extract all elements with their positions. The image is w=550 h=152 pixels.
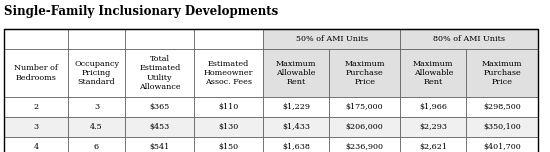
Bar — [4, 29, 538, 152]
Text: 6: 6 — [94, 143, 99, 151]
Text: $401,700: $401,700 — [483, 143, 521, 151]
Text: $365: $365 — [150, 103, 170, 111]
Bar — [263, 49, 329, 97]
Bar — [194, 137, 263, 152]
Bar — [466, 97, 538, 117]
Text: $206,000: $206,000 — [346, 123, 383, 131]
Bar — [194, 49, 263, 97]
Bar — [125, 29, 194, 49]
Bar — [194, 29, 263, 49]
Text: $2,293: $2,293 — [420, 123, 447, 131]
Bar — [194, 97, 263, 117]
Text: $2,621: $2,621 — [420, 143, 447, 151]
Bar — [4, 49, 68, 97]
Text: $175,000: $175,000 — [346, 103, 383, 111]
Text: $350,100: $350,100 — [483, 123, 521, 131]
Text: Estimated
Homeowner
Assoc. Fees: Estimated Homeowner Assoc. Fees — [204, 60, 253, 86]
Bar — [263, 137, 329, 152]
Text: Single-Family Inclusionary Developments: Single-Family Inclusionary Developments — [4, 5, 279, 18]
Text: Total
Estimated
Utility
Allowance: Total Estimated Utility Allowance — [139, 55, 180, 91]
Bar — [400, 137, 466, 152]
Text: Occupancy
Pricing
Standard: Occupancy Pricing Standard — [74, 60, 119, 86]
Text: $130: $130 — [218, 123, 239, 131]
Text: $1,433: $1,433 — [282, 123, 310, 131]
Text: 4: 4 — [34, 143, 38, 151]
Text: 3: 3 — [34, 123, 38, 131]
Text: $453: $453 — [150, 123, 170, 131]
Text: 4.5: 4.5 — [90, 123, 103, 131]
Text: 50% of AMI Units: 50% of AMI Units — [296, 35, 367, 43]
Bar — [400, 29, 538, 49]
Bar — [68, 137, 125, 152]
Text: $1,638: $1,638 — [282, 143, 310, 151]
Text: $110: $110 — [218, 103, 239, 111]
Bar — [125, 97, 194, 117]
Bar — [329, 117, 400, 137]
Text: Maximum
Purchase
Price: Maximum Purchase Price — [482, 60, 522, 86]
Bar — [466, 49, 538, 97]
Bar — [466, 117, 538, 137]
Bar — [68, 97, 125, 117]
Text: $236,900: $236,900 — [345, 143, 384, 151]
Text: Number of
Bedrooms: Number of Bedrooms — [14, 64, 58, 82]
Text: Maximum
Purchase
Price: Maximum Purchase Price — [344, 60, 385, 86]
Bar — [329, 49, 400, 97]
Bar — [400, 117, 466, 137]
Bar — [68, 49, 125, 97]
Text: 2: 2 — [34, 103, 38, 111]
Text: Maximum
Allowable
Rent: Maximum Allowable Rent — [413, 60, 454, 86]
Bar — [400, 49, 466, 97]
Text: $298,500: $298,500 — [483, 103, 521, 111]
Bar — [329, 97, 400, 117]
Bar — [194, 117, 263, 137]
Bar — [4, 97, 68, 117]
Bar — [125, 137, 194, 152]
Bar — [68, 117, 125, 137]
Bar — [329, 137, 400, 152]
Bar — [263, 97, 329, 117]
Bar — [4, 117, 68, 137]
Text: $1,966: $1,966 — [420, 103, 447, 111]
Bar — [125, 49, 194, 97]
Text: $541: $541 — [150, 143, 170, 151]
Bar — [4, 137, 68, 152]
Text: 80% of AMI Units: 80% of AMI Units — [433, 35, 505, 43]
Bar — [263, 117, 329, 137]
Text: 3: 3 — [94, 103, 99, 111]
Bar — [4, 29, 68, 49]
Bar — [125, 117, 194, 137]
Text: $1,229: $1,229 — [282, 103, 310, 111]
Text: $150: $150 — [218, 143, 239, 151]
Bar — [466, 137, 538, 152]
Bar — [263, 29, 400, 49]
Bar — [68, 29, 125, 49]
Text: Maximum
Allowable
Rent: Maximum Allowable Rent — [276, 60, 316, 86]
Bar — [400, 97, 466, 117]
